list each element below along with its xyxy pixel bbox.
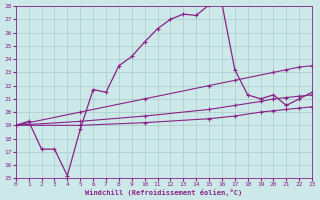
X-axis label: Windchill (Refroidissement éolien,°C): Windchill (Refroidissement éolien,°C) [85, 189, 243, 196]
